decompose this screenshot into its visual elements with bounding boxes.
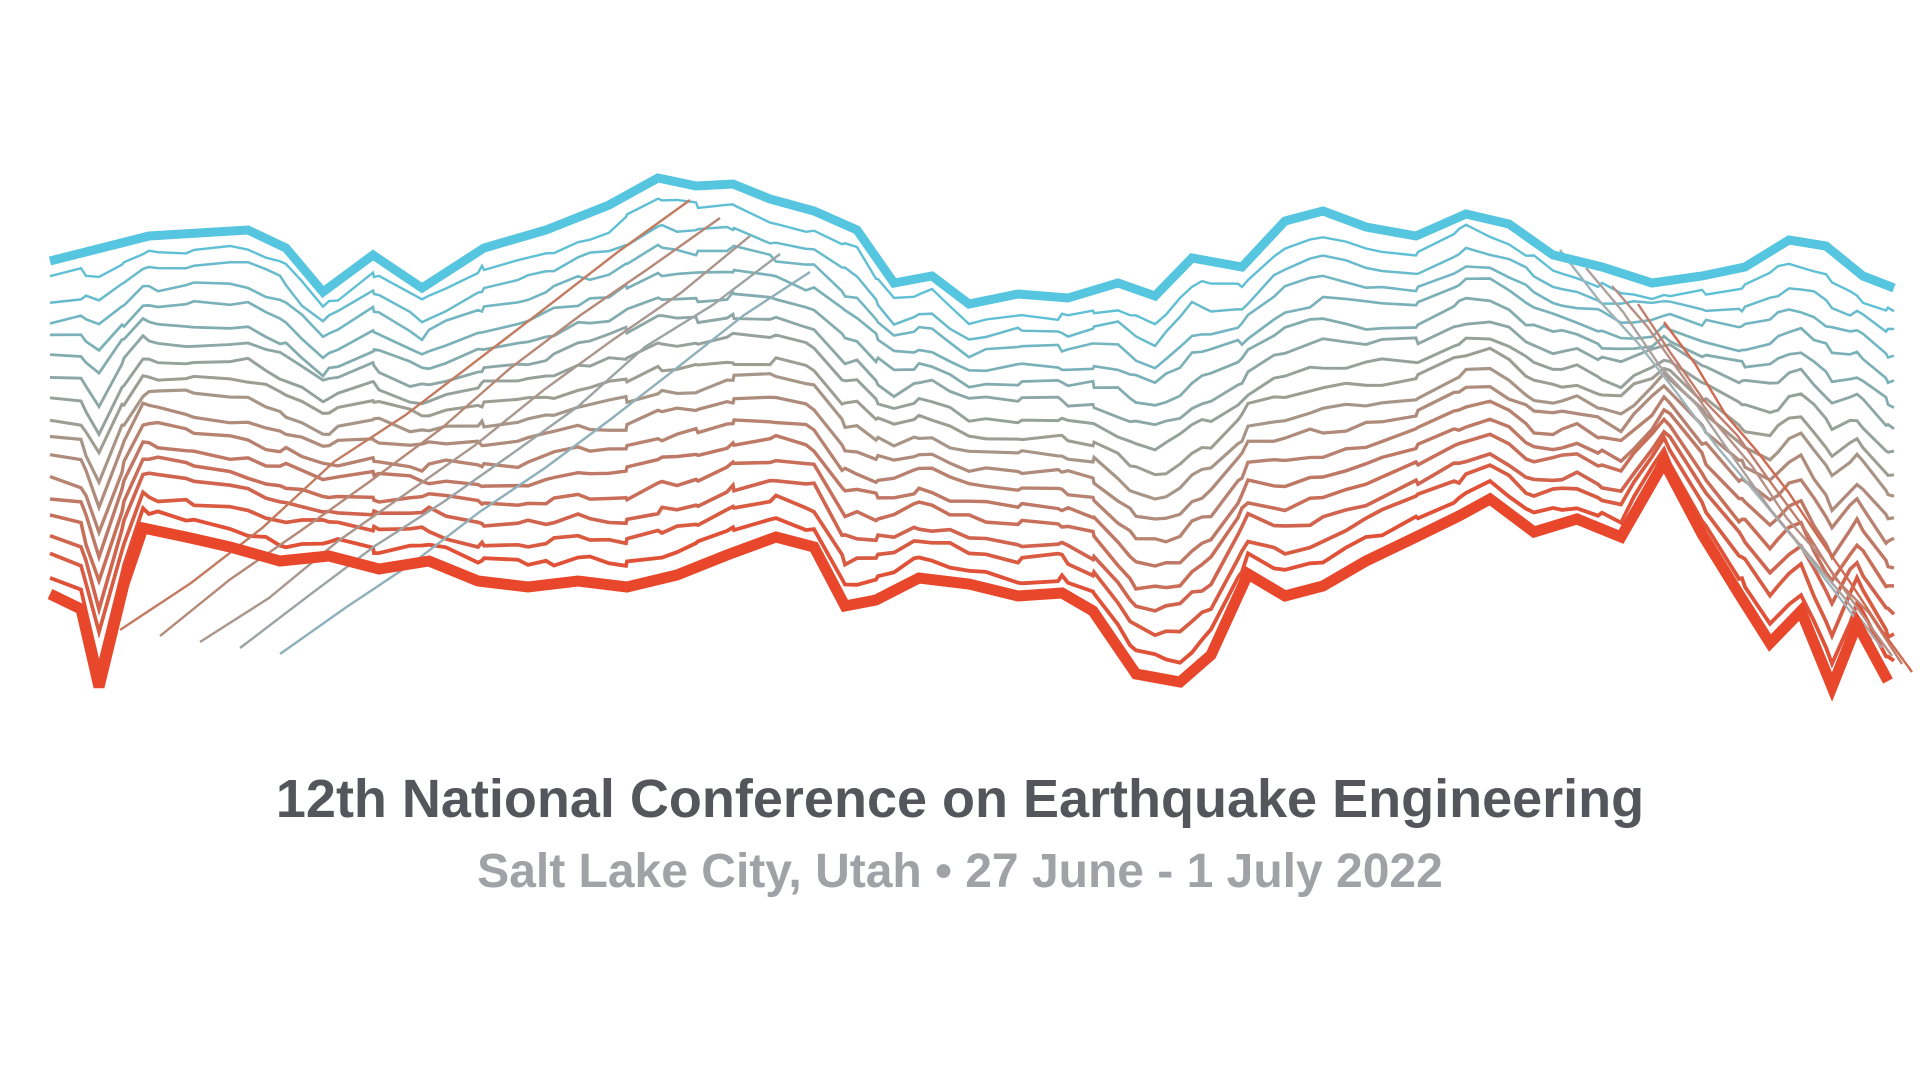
seismic-waveform-graphic [47, 173, 1913, 702]
banner-text: 12th National Conference on Earthquake E… [0, 768, 1920, 899]
conference-subtitle: Salt Lake City, Utah • 27 June - 1 July … [477, 845, 1443, 899]
conference-title: 12th National Conference on Earthquake E… [275, 769, 1645, 829]
